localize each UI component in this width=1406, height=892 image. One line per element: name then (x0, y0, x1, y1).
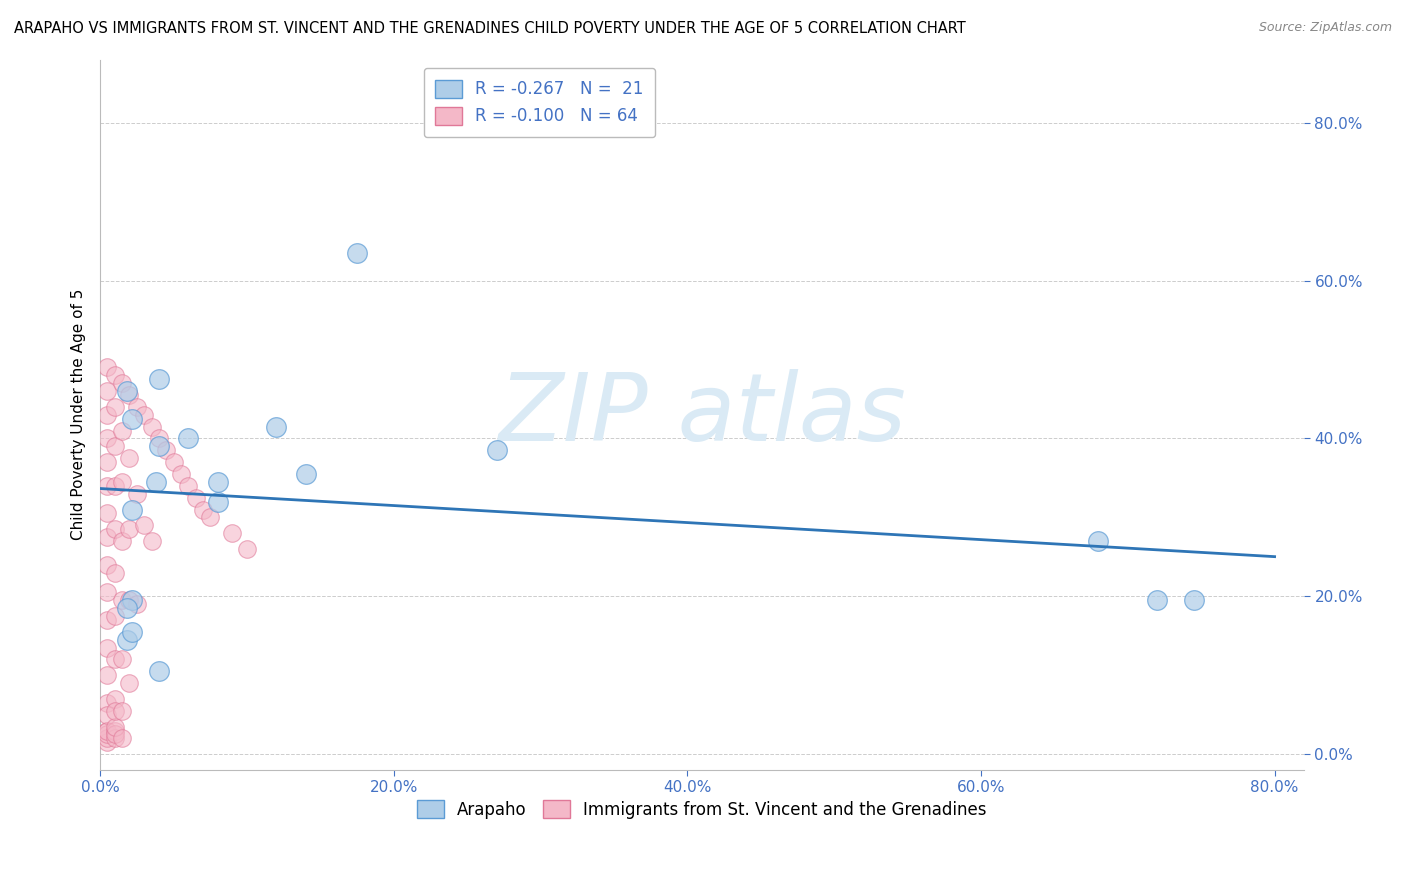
Point (96, 585, 118, 599)
Point (125, 487, 148, 501)
Point (104, 522, 127, 536)
Point (191, 502, 214, 516)
Point (96, 455, 118, 469)
Point (111, 534, 134, 549)
Point (125, 400, 148, 414)
Text: ZIP atlas: ZIP atlas (498, 369, 905, 460)
Point (177, 479, 200, 493)
Point (96, 731, 118, 746)
Point (104, 566, 127, 580)
Point (221, 526, 243, 541)
Point (96, 507, 118, 521)
Point (184, 491, 207, 505)
Point (236, 541, 259, 556)
Point (134, 408, 156, 422)
Point (96, 408, 118, 422)
Point (96, 558, 118, 572)
Point (104, 704, 127, 718)
Point (111, 424, 134, 438)
Legend: Arapaho, Immigrants from St. Vincent and the Grenadines: Arapaho, Immigrants from St. Vincent and… (411, 794, 994, 826)
Point (96, 723, 118, 738)
Point (207, 494, 229, 508)
Point (121, 502, 143, 516)
Point (145, 475, 167, 489)
Point (111, 704, 134, 718)
Point (294, 467, 316, 481)
Point (207, 475, 229, 489)
Point (118, 676, 141, 690)
Point (1087, 534, 1109, 549)
Point (115, 632, 138, 647)
Text: Source: ZipAtlas.com: Source: ZipAtlas.com (1258, 21, 1392, 34)
Point (104, 368, 127, 383)
Point (96, 723, 118, 738)
Point (96, 432, 118, 446)
Point (134, 518, 156, 533)
Point (96, 360, 118, 375)
Point (96, 727, 118, 741)
Point (162, 455, 184, 469)
Point (121, 624, 143, 639)
Point (96, 668, 118, 682)
Point (111, 376, 134, 391)
Point (96, 613, 118, 627)
Point (111, 593, 134, 607)
Point (115, 601, 138, 615)
Point (104, 400, 127, 414)
Point (118, 388, 141, 402)
Point (104, 652, 127, 666)
Point (141, 419, 163, 434)
Point (170, 467, 193, 481)
Point (1146, 593, 1168, 607)
Point (96, 530, 118, 544)
Point (121, 411, 143, 425)
Point (148, 439, 170, 453)
Point (104, 439, 127, 453)
Point (111, 475, 134, 489)
Point (266, 419, 288, 434)
Point (1182, 593, 1205, 607)
Point (118, 451, 141, 466)
Point (148, 372, 170, 386)
Point (111, 652, 134, 666)
Point (200, 510, 222, 524)
Point (115, 384, 138, 398)
Point (104, 720, 127, 734)
Point (104, 727, 127, 741)
Point (118, 522, 141, 536)
Point (121, 593, 143, 607)
Point (155, 443, 177, 458)
Point (104, 723, 127, 738)
Point (96, 640, 118, 655)
Point (104, 479, 127, 493)
Point (148, 665, 170, 679)
Y-axis label: Child Poverty Under the Age of 5: Child Poverty Under the Age of 5 (72, 289, 86, 541)
Point (96, 707, 118, 722)
Point (96, 735, 118, 749)
Point (485, 443, 508, 458)
Point (111, 731, 134, 746)
Point (148, 432, 170, 446)
Point (104, 692, 127, 706)
Point (346, 246, 368, 260)
Point (125, 597, 148, 611)
Point (96, 479, 118, 493)
Point (96, 384, 118, 398)
Point (104, 609, 127, 624)
Point (177, 432, 200, 446)
Point (96, 696, 118, 710)
Point (141, 534, 163, 549)
Point (118, 593, 141, 607)
Point (104, 731, 127, 746)
Text: ARAPAHO VS IMMIGRANTS FROM ST. VINCENT AND THE GRENADINES CHILD POVERTY UNDER TH: ARAPAHO VS IMMIGRANTS FROM ST. VINCENT A… (14, 21, 966, 36)
